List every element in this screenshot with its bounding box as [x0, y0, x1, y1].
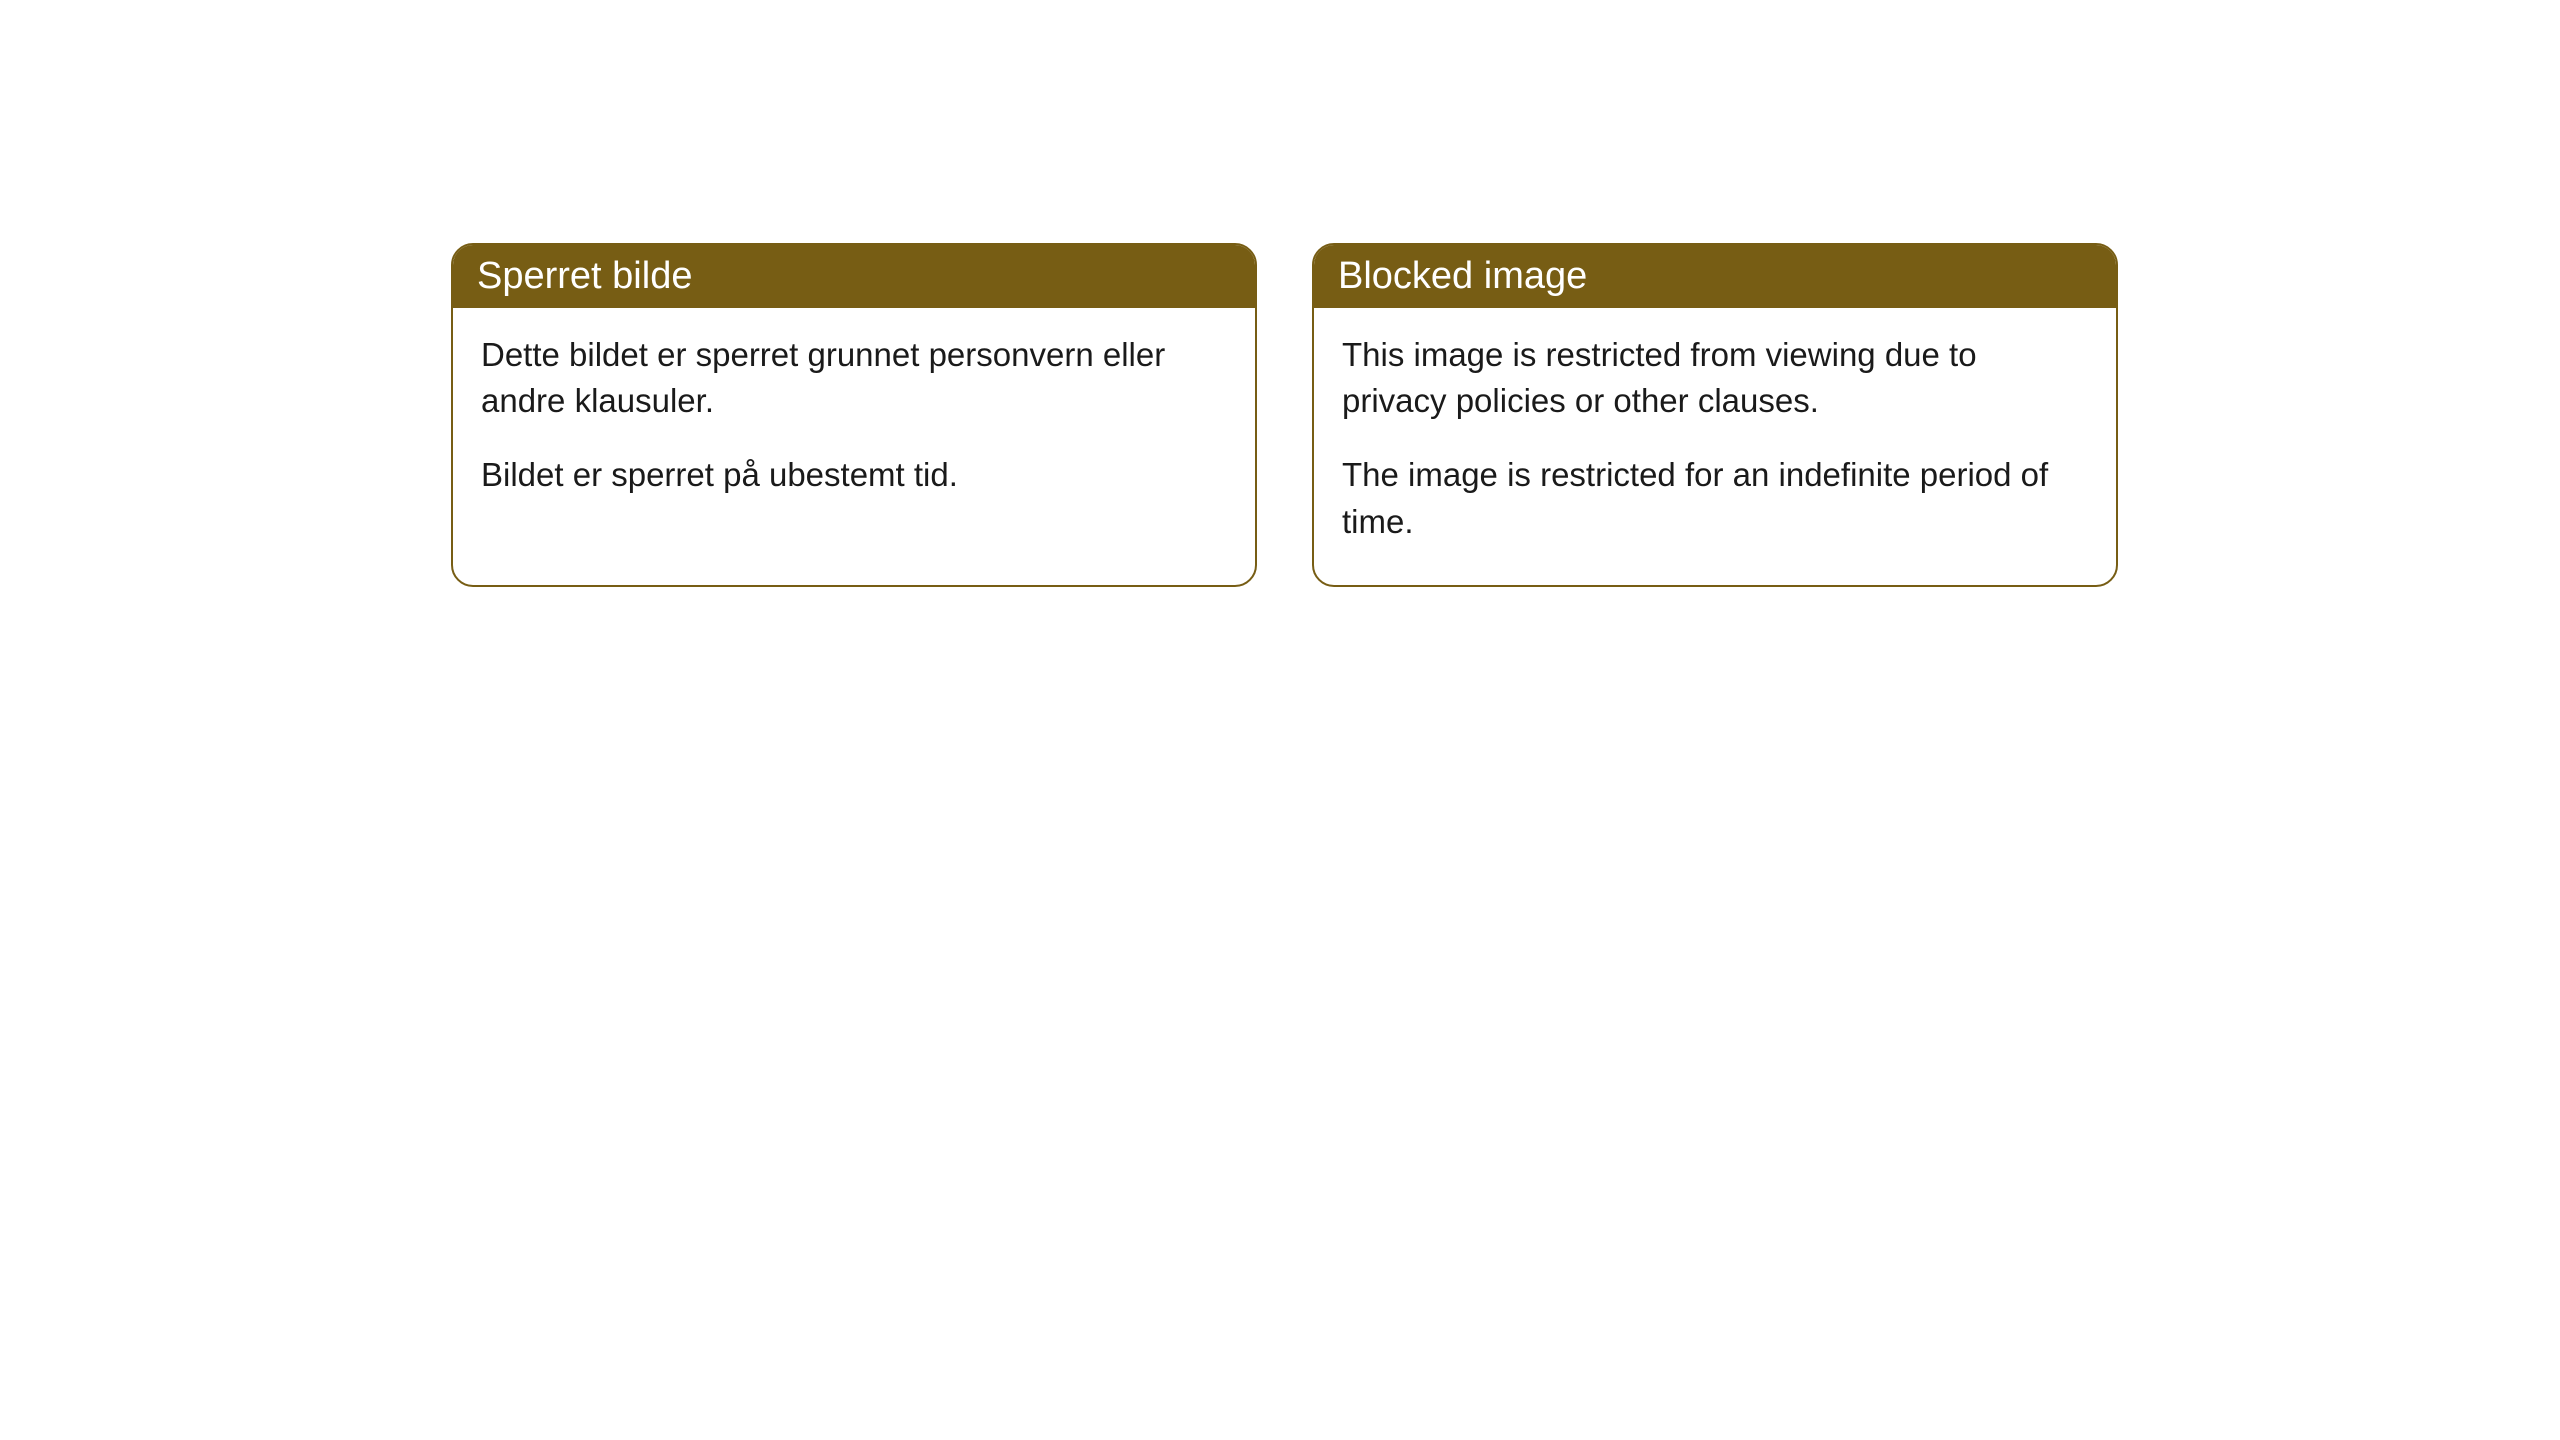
card-body: Dette bildet er sperret grunnet personve…: [453, 308, 1255, 539]
card-title: Blocked image: [1338, 255, 1587, 297]
blocked-image-card-norwegian: Sperret bilde Dette bildet er sperret gr…: [451, 243, 1257, 587]
card-paragraph: Dette bildet er sperret grunnet personve…: [481, 332, 1227, 424]
notice-cards-container: Sperret bilde Dette bildet er sperret gr…: [451, 243, 2118, 587]
card-body: This image is restricted from viewing du…: [1314, 308, 2116, 585]
card-header: Blocked image: [1314, 245, 2116, 308]
card-paragraph: Bildet er sperret på ubestemt tid.: [481, 452, 1227, 498]
card-header: Sperret bilde: [453, 245, 1255, 308]
card-title: Sperret bilde: [477, 255, 692, 297]
card-paragraph: This image is restricted from viewing du…: [1342, 332, 2088, 424]
blocked-image-card-english: Blocked image This image is restricted f…: [1312, 243, 2118, 587]
card-paragraph: The image is restricted for an indefinit…: [1342, 452, 2088, 544]
